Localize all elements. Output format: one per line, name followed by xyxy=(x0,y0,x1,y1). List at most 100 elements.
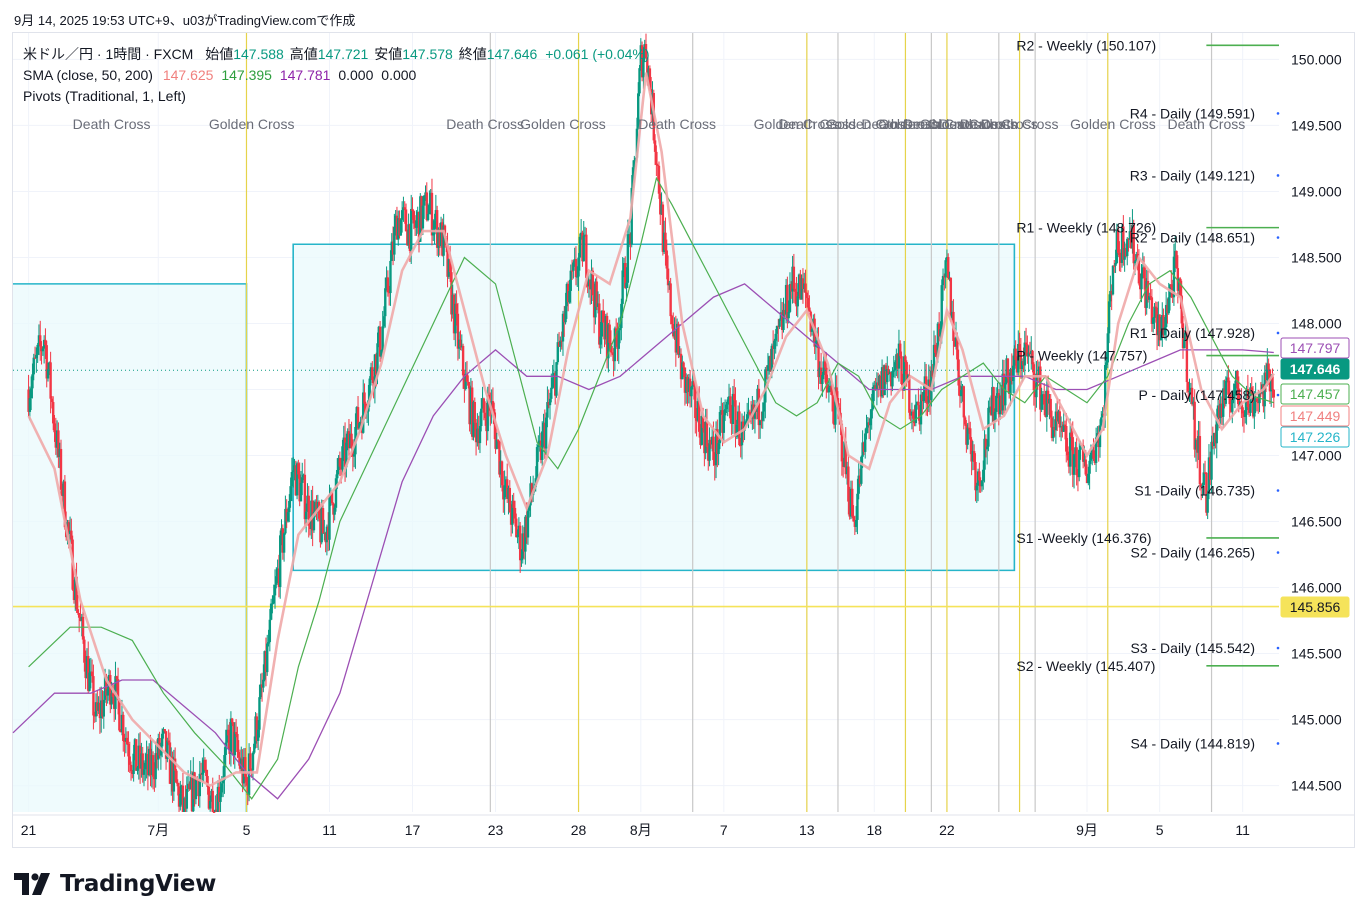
symbol-name[interactable]: 米ドル／円 · 1時間 · FXCM xyxy=(23,46,194,62)
candle-body xyxy=(397,218,400,240)
candle-body xyxy=(1162,315,1165,335)
candle-body xyxy=(93,715,96,717)
candle-body xyxy=(748,411,751,415)
candle-body xyxy=(596,303,600,307)
candle-body xyxy=(145,754,148,763)
candle-body xyxy=(123,740,126,742)
candle-body xyxy=(717,443,720,455)
candle-body xyxy=(821,374,824,384)
candle-body xyxy=(887,369,890,374)
candle-body xyxy=(1062,424,1065,432)
candle-body xyxy=(969,428,972,440)
candle-body xyxy=(587,279,591,287)
candle-body xyxy=(637,93,640,129)
candle-body xyxy=(1175,250,1178,269)
candle-body xyxy=(1045,390,1049,417)
tradingview-logo[interactable]: TradingView xyxy=(14,871,216,897)
cross-annotation: Death Cross xyxy=(1167,116,1245,132)
candle-body xyxy=(513,507,517,519)
candle-body xyxy=(1053,427,1056,431)
pivots-title[interactable]: Pivots (Traditional, 1, Left) xyxy=(23,88,186,104)
candle-body xyxy=(577,257,580,277)
candle-body xyxy=(1183,339,1186,349)
candle-body xyxy=(631,167,635,188)
candle-body xyxy=(294,465,297,496)
legend-row-symbol[interactable]: 米ドル／円 · 1時間 · FXCM 始値147.588 高値147.721 安… xyxy=(23,44,650,65)
candle-body xyxy=(966,427,969,445)
candle-body xyxy=(834,387,837,425)
legend-row-pivots[interactable]: Pivots (Traditional, 1, Left) xyxy=(23,86,650,107)
candle-body xyxy=(1148,296,1151,300)
candle-body xyxy=(150,755,153,776)
candle-body xyxy=(542,422,545,432)
candle-body xyxy=(979,480,982,487)
price-scale-badge-text: 147.646 xyxy=(1290,361,1341,377)
sma-title[interactable]: SMA (close, 50, 200) xyxy=(23,67,153,83)
candle-body xyxy=(391,241,395,255)
cross-annotation: Death Cross xyxy=(981,116,1059,132)
candle-body xyxy=(1225,377,1229,381)
legend-row-sma[interactable]: SMA (close, 50, 200) 147.625 147.395 147… xyxy=(23,65,650,86)
candle-body xyxy=(949,277,953,318)
candle-body xyxy=(646,57,649,77)
cross-annotation: Golden Cross xyxy=(1070,116,1156,132)
candle-body xyxy=(760,420,763,422)
candle-body xyxy=(626,234,630,283)
candle-body xyxy=(127,744,130,757)
candle-body xyxy=(180,785,183,794)
candle-body xyxy=(31,374,34,389)
candle-body xyxy=(826,384,829,393)
candle-body xyxy=(88,672,91,691)
candle-body xyxy=(1111,265,1115,295)
candle-body xyxy=(725,404,728,410)
candle-body xyxy=(339,466,343,470)
candle-body xyxy=(32,357,35,375)
candle-body xyxy=(272,595,275,604)
candle-body xyxy=(356,407,360,429)
candle-body xyxy=(718,411,722,444)
candle-body xyxy=(398,218,401,236)
candle-body xyxy=(874,385,877,390)
candle-body xyxy=(76,609,80,614)
candle-body xyxy=(1126,238,1129,257)
candle-body xyxy=(1223,388,1226,404)
candle-body xyxy=(246,782,249,796)
candle-body xyxy=(1139,283,1142,290)
candle-body xyxy=(1216,405,1220,420)
candle-body xyxy=(608,324,611,343)
candle-body xyxy=(1249,387,1252,413)
candle-body xyxy=(207,786,211,809)
rectangle-fill xyxy=(13,283,247,813)
candle-body xyxy=(399,219,403,236)
candle-body xyxy=(897,343,901,369)
candle-body xyxy=(1188,391,1191,393)
cross-annotation: Death Cross xyxy=(960,116,1038,132)
candle-body xyxy=(1116,229,1120,253)
candle-body xyxy=(995,395,998,412)
candle-body xyxy=(81,616,85,640)
candle-body xyxy=(1205,472,1208,513)
x-tick-label: 22 xyxy=(939,822,955,838)
candle-body xyxy=(643,44,646,58)
chart-frame[interactable] xyxy=(12,32,1355,848)
candle-body xyxy=(124,737,128,742)
candle-body xyxy=(886,369,889,383)
candle-body xyxy=(138,745,142,769)
candle-body xyxy=(249,753,252,770)
candle-body xyxy=(758,420,762,426)
candle-body xyxy=(442,225,445,256)
candle-body xyxy=(225,729,229,743)
candle-body xyxy=(599,336,602,345)
candle-body xyxy=(232,722,235,756)
pivot-daily-label: R3 - Daily (149.121) xyxy=(1130,167,1255,183)
candle-body xyxy=(822,361,825,375)
candle-body xyxy=(787,311,790,319)
candle-body xyxy=(349,433,352,449)
candle-body xyxy=(132,753,135,774)
candle-body xyxy=(731,393,735,424)
candle-body xyxy=(1203,472,1207,474)
candle-body xyxy=(991,387,994,415)
candle-body xyxy=(1052,427,1055,439)
candle-body xyxy=(573,259,576,263)
